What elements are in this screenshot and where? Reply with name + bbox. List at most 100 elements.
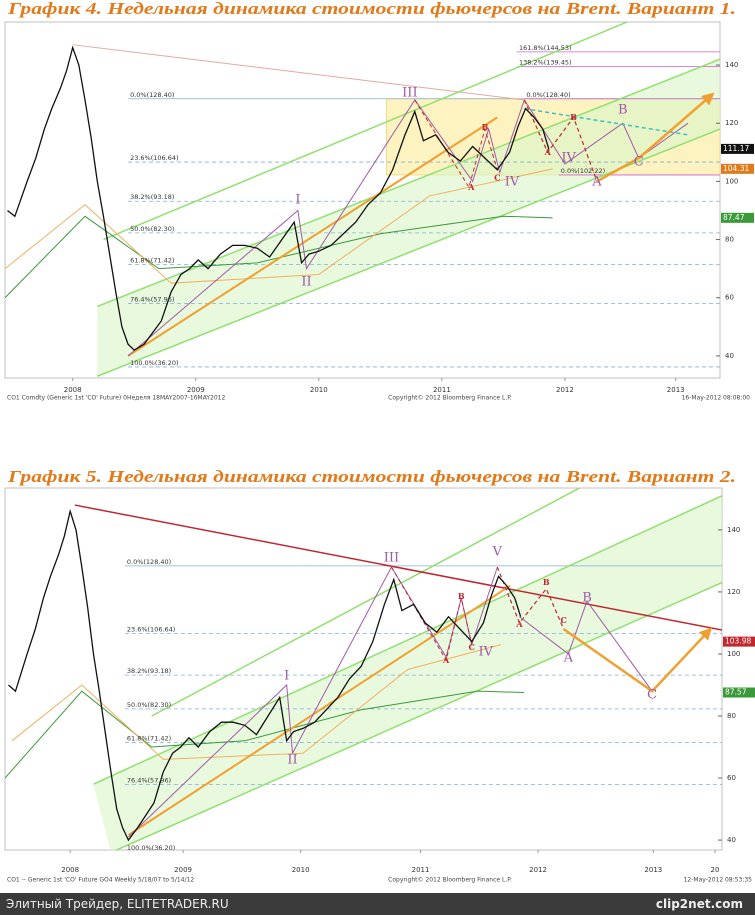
- wave-label: A: [515, 619, 523, 629]
- fib-label: 100.0%(36.20): [127, 844, 175, 852]
- fib-label: 76.4%(57.96): [127, 776, 171, 784]
- price-line: [7, 45, 550, 351]
- wave-label: B: [582, 591, 592, 606]
- y-tick-label: 60: [727, 774, 736, 782]
- wave-label: B: [458, 591, 465, 601]
- fib-label: 0.0%(128.40): [130, 91, 174, 99]
- price-tag-label: 104.31: [723, 164, 749, 173]
- drawn-line: [596, 92, 715, 183]
- fib-label: 76.4%(57.96): [130, 296, 174, 304]
- drawn-line: [127, 99, 525, 357]
- fib-label: 100.0%(36.20): [130, 359, 178, 367]
- chart-title: График 5. Недельная динамика стоимости ф…: [7, 467, 736, 486]
- site-name: Элитный Трейдер, ELITETRADER.RU: [6, 897, 229, 911]
- wave-label: C: [469, 642, 475, 652]
- price-tag-label: 87.57: [725, 688, 747, 697]
- fib-label: 61.8%(71.42): [130, 257, 174, 265]
- drawn-line: [562, 627, 713, 693]
- drawn-line: [97, 58, 720, 308]
- x-tick-label: 2010: [310, 386, 328, 394]
- x-tick-label: 2012: [529, 866, 547, 874]
- price-line: [8, 508, 522, 842]
- x-tick-label: 20: [711, 866, 720, 874]
- y-tick-label: 40: [727, 836, 736, 844]
- wave-label: B: [570, 112, 577, 122]
- x-tick-label: 2008: [64, 386, 82, 394]
- footer-text: CO1 Comdty (Generic 1st 'CO' Future) 0Не…: [7, 395, 225, 402]
- y-tick-label: 100: [727, 650, 740, 658]
- wave-label: IV: [505, 174, 520, 189]
- drawn-line: [151, 488, 582, 717]
- x-tick-label: 2012: [556, 386, 574, 394]
- wave-label: A: [544, 147, 552, 157]
- x-tick-label: 2010: [292, 866, 310, 874]
- wave-label: I: [295, 193, 300, 208]
- drawn-line: [103, 22, 629, 241]
- drawn-line: [127, 584, 511, 836]
- x-tick-label: 2008: [61, 866, 79, 874]
- fib-label: 0.0%(102.22): [561, 167, 605, 175]
- drawn-line: [74, 504, 722, 631]
- drawn-line: [496, 566, 565, 630]
- price-tag: [723, 687, 755, 698]
- wave-label: B: [618, 103, 628, 118]
- fib-label: 50.0%(82.30): [130, 225, 174, 233]
- x-tick-label: 2011: [412, 866, 430, 874]
- fib-label: 23.6%(106.64): [130, 154, 178, 162]
- wave-label: A: [467, 182, 475, 192]
- wave-label: IV: [561, 151, 576, 166]
- price-tag: [721, 163, 754, 174]
- fib-label: 0.0%(128.40): [526, 91, 570, 99]
- y-tick-label: 40: [725, 352, 734, 360]
- wave-label: C: [561, 615, 567, 625]
- fib-label: 0.0%(128.40): [127, 558, 171, 566]
- drawn-line: [93, 495, 722, 785]
- fib-label: 61.8%(71.42): [127, 735, 171, 743]
- fib-label: 138.2%(139.45): [519, 59, 572, 67]
- fib-label: 50.0%(82.30): [127, 701, 171, 709]
- fib-label: 161.8%(144.53): [519, 44, 572, 52]
- wave-label: B: [543, 577, 550, 587]
- y-tick-label: 140: [727, 526, 740, 534]
- drawn-line: [523, 99, 689, 165]
- charts: График 4. Недельная динамика стоимости ф…: [4, 0, 755, 884]
- footer-text: Copyright© 2012 Bloomberg Finance L.P.: [388, 395, 512, 402]
- wave-label: II: [287, 753, 297, 768]
- x-tick-label: 2013: [667, 386, 685, 394]
- footer-bar: Элитный Трейдер, ELITETRADER.RU clip2net…: [0, 893, 755, 915]
- wave-label: B: [482, 122, 489, 132]
- wave-label: V: [492, 544, 503, 559]
- y-tick-label: 80: [727, 712, 736, 720]
- wave-label: C: [647, 687, 657, 702]
- plot-area: [5, 488, 722, 850]
- fib-label: 23.6%(106.64): [127, 625, 175, 633]
- y-tick-label: 120: [725, 119, 738, 127]
- wave-label: I: [284, 668, 289, 683]
- price-tag: [721, 212, 754, 223]
- x-tick-label: 2009: [174, 866, 192, 874]
- x-tick-label: 2009: [187, 386, 205, 394]
- drawn-line: [519, 600, 653, 692]
- drawn-line: [11, 644, 501, 760]
- drawn-line: [5, 690, 525, 779]
- drawn-line: [5, 215, 553, 299]
- wave-label: A: [563, 650, 574, 665]
- footer-text: CO1 -- Generic 1st 'CO' Future GO4 Weekl…: [7, 877, 194, 884]
- y-tick-label: 60: [725, 294, 734, 302]
- channel: [93, 495, 722, 850]
- y-tick-label: 100: [725, 177, 738, 185]
- x-tick-label: 2013: [644, 866, 662, 874]
- channel: [97, 59, 720, 377]
- wave-label: C: [634, 154, 644, 169]
- wave-label: A: [591, 174, 602, 189]
- price-tag-label: 103.98: [725, 637, 751, 646]
- chart-title: График 4. Недельная динамика стоимости ф…: [7, 0, 736, 18]
- fib-label: 38.2%(93.18): [130, 193, 174, 201]
- drawn-line: [127, 116, 498, 357]
- price-tag-label: 87.47: [723, 213, 745, 222]
- footer-text: 12-May-2012 08:53:35: [684, 877, 753, 884]
- footer-text: Copyright© 2012 Bloomberg Finance L.P.: [388, 877, 512, 884]
- drawn-line: [72, 44, 525, 101]
- wave-label: III: [402, 85, 417, 100]
